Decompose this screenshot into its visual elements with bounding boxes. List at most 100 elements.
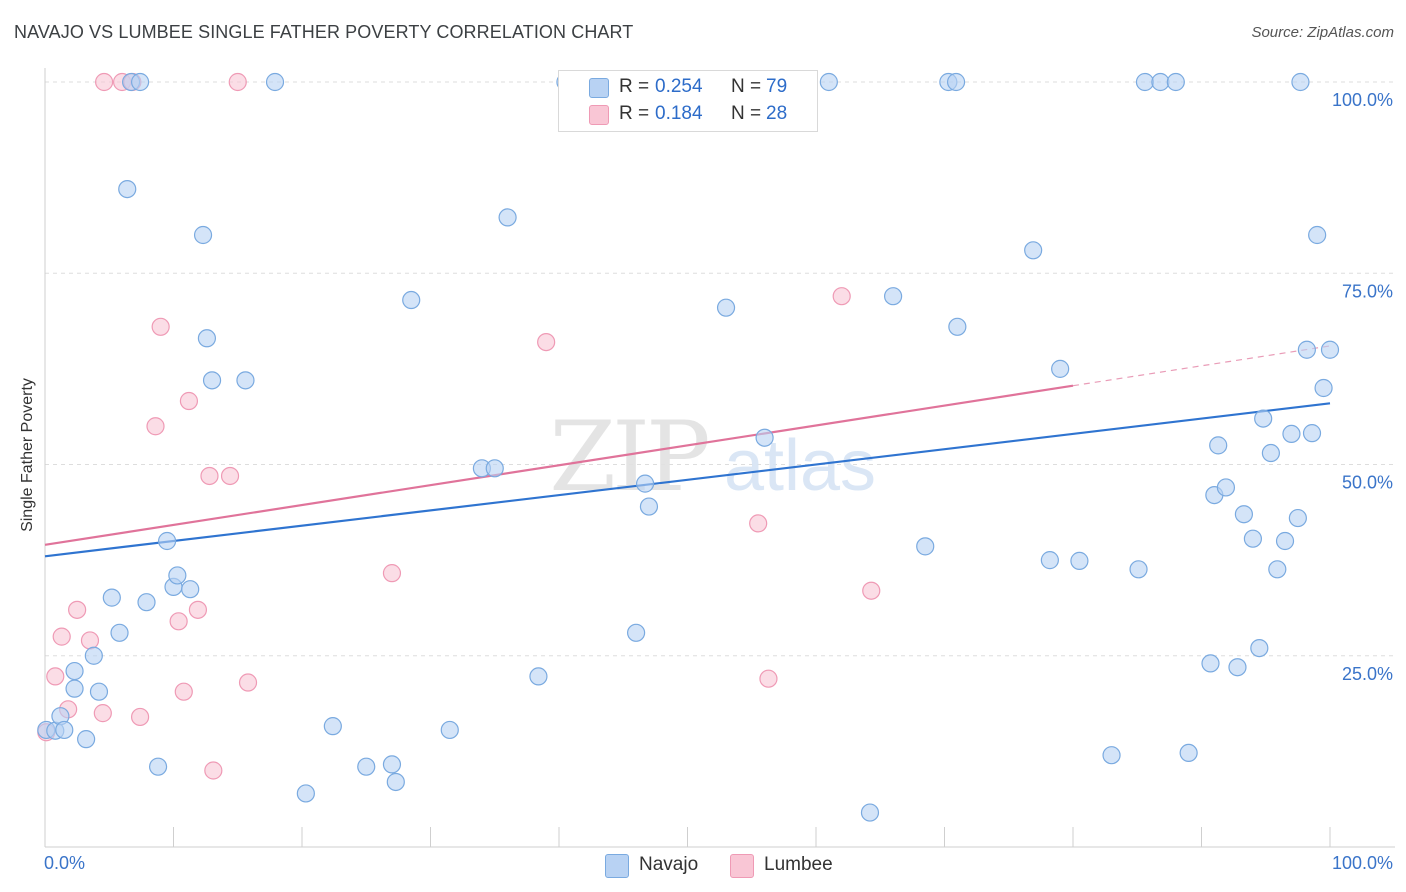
navajo-point <box>118 180 137 199</box>
lumbee-point <box>188 600 208 619</box>
lumbee-swatch <box>589 105 609 125</box>
navajo-point <box>110 623 129 642</box>
navajo-point <box>197 329 217 348</box>
navajo-point <box>65 661 84 681</box>
navajo-point <box>386 772 405 792</box>
navajo-point <box>157 531 177 551</box>
y-tick-label: 75.0% <box>1342 281 1393 301</box>
navajo-point <box>357 757 376 776</box>
navajo-point <box>168 566 187 585</box>
navajo-point <box>1302 424 1322 443</box>
navajo-point <box>1166 72 1185 92</box>
navajo-point <box>102 588 121 607</box>
navajo-point <box>137 593 156 612</box>
lumbee-point <box>537 333 556 352</box>
navajo-point <box>946 72 966 92</box>
navajo-point <box>55 720 74 740</box>
tick-labels: 25.0% 50.0% 75.0% 100.0% 0.0% 100.0% <box>44 90 1393 873</box>
source-label: Source: ZipAtlas.com <box>1251 24 1394 41</box>
legend-row-lumbee: R = 0.184 N = 28 <box>559 100 817 128</box>
navajo-point <box>1254 409 1273 428</box>
navajo-point <box>440 720 459 740</box>
lumbee-point <box>169 612 188 631</box>
y-tick-label: 25.0% <box>1342 664 1393 684</box>
watermark: ZIP atlas <box>549 401 876 513</box>
lumbee-n-value: 28 <box>766 103 788 124</box>
navajo-point <box>819 72 838 92</box>
navajo-point <box>84 646 103 665</box>
r-label: R = <box>619 76 650 97</box>
navajo-point <box>529 667 548 686</box>
navajo-point <box>635 474 655 493</box>
lumbee-swatch <box>730 854 754 878</box>
navajo-point <box>265 72 285 92</box>
navajo-point <box>1308 225 1327 245</box>
navajo-point <box>89 682 109 701</box>
lumbee-point <box>749 514 768 533</box>
chart-title: NAVAJO VS LUMBEE SINGLE FATHER POVERTY C… <box>14 22 634 42</box>
legend-lumbee-label: Lumbee <box>764 854 833 875</box>
lumbee-point <box>151 317 170 336</box>
lumbee-point <box>238 673 258 692</box>
y-tick-label: 100.0% <box>1332 90 1393 110</box>
navajo-point <box>181 580 200 599</box>
n-label: N = <box>731 103 762 124</box>
navajo-swatch <box>589 78 609 98</box>
r-label: R = <box>619 103 650 124</box>
navajo-point <box>1297 340 1316 359</box>
lumbee-point <box>174 682 193 701</box>
navajo-point <box>1209 436 1228 455</box>
navajo-point <box>716 298 736 317</box>
lumbee-point <box>759 669 778 688</box>
navajo-point <box>498 208 517 227</box>
gridlines <box>45 81 1395 657</box>
lumbee-point <box>179 391 199 411</box>
navajo-point <box>485 459 504 478</box>
navajo-n-value: 79 <box>766 76 788 97</box>
legend-navajo-label: Navajo <box>639 854 699 875</box>
navajo-point <box>1288 508 1307 528</box>
navajo-point <box>1250 638 1269 658</box>
lumbee-point <box>95 72 114 92</box>
navajo-swatch <box>605 854 629 878</box>
watermark-zip: ZIP <box>549 401 708 513</box>
navajo-point <box>1261 443 1280 463</box>
lumbee-point <box>832 287 851 306</box>
navajo-point <box>1275 531 1295 551</box>
lumbee-point <box>228 72 247 92</box>
correlation-legend: R = 0.254 N = 79 R = 0.184 N = 28 <box>558 70 818 132</box>
lumbee-point <box>204 761 223 780</box>
navajo-point <box>193 225 213 245</box>
lumbee-point <box>68 600 87 619</box>
navajo-point <box>1320 340 1340 359</box>
lumbee-point <box>382 564 402 583</box>
navajo-point <box>323 717 342 736</box>
navajo-point <box>402 290 421 310</box>
navajo-point <box>1040 551 1059 570</box>
navajo-point <box>883 287 903 306</box>
lumbee-point <box>130 707 150 727</box>
navajo-points <box>37 72 1340 822</box>
series-legend: Navajo Lumbee <box>0 851 1406 879</box>
navajo-point <box>1234 505 1254 524</box>
navajo-point <box>1024 241 1043 260</box>
navajo-point <box>296 784 315 803</box>
navajo-point <box>916 537 935 556</box>
navajo-trend-line <box>44 402 1331 558</box>
lumbee-point <box>52 627 71 646</box>
lumbee-point <box>146 417 165 436</box>
navajo-point <box>1216 478 1236 497</box>
navajo-point <box>1243 529 1263 548</box>
navajo-point <box>236 371 255 390</box>
navajo-point <box>382 755 402 774</box>
navajo-point <box>1135 72 1155 92</box>
navajo-point <box>1102 746 1121 765</box>
navajo-point <box>202 371 222 390</box>
trend-lines <box>44 345 1331 558</box>
navajo-point <box>77 730 96 749</box>
navajo-point <box>1291 72 1310 92</box>
navajo-point <box>948 317 967 336</box>
navajo-point <box>639 497 659 516</box>
navajo-point <box>1129 560 1148 579</box>
lumbee-point <box>93 704 112 723</box>
